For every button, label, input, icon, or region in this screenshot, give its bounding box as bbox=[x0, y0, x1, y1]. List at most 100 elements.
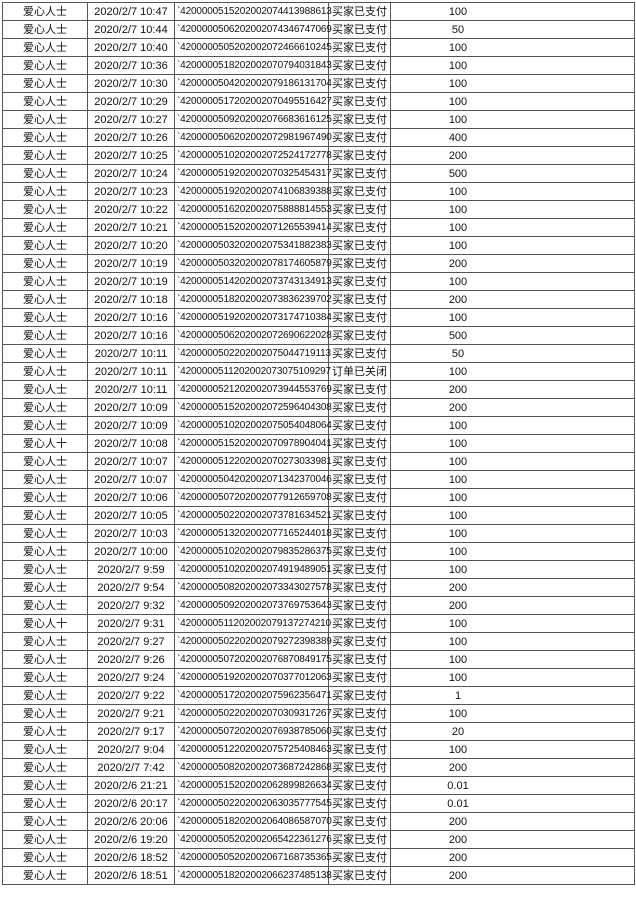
transaction-id-cell: `4200000505202002072466610245 bbox=[174, 38, 332, 57]
donor-name-cell: 爱心人士 bbox=[2, 758, 88, 777]
status-cell: 订单已关闭 bbox=[328, 362, 391, 381]
amount-value: 100 bbox=[448, 653, 468, 666]
amount-value: 100 bbox=[448, 563, 468, 576]
transaction-id-cell: `4200000510202002079835286375 bbox=[174, 542, 332, 561]
table-row: 爱心人士 2020/2/7 10:09 `420000051020200207505… bbox=[2, 416, 635, 435]
time-cell: 2020/2/7 10:05 bbox=[87, 506, 175, 525]
donor-name-cell: 爱心人士 bbox=[2, 722, 88, 741]
table-row: 爱心人士 2020/2/7 9:32 `4200000509202002073769… bbox=[2, 596, 635, 615]
donor-name-cell: 爱心人十 bbox=[2, 434, 88, 453]
amount-cell: 200 bbox=[390, 398, 635, 417]
amount-value: 200 bbox=[448, 257, 468, 270]
transaction-id-cell: `4200000512202002075725408463 bbox=[174, 740, 332, 759]
table-row: 爱心人士 2020/2/7 10:30 `420000050420200207918… bbox=[2, 74, 635, 93]
amount-value: 0.01 bbox=[447, 797, 469, 810]
table-row: 爱心人士 2020/2/7 10:09 `420000051520200207259… bbox=[2, 398, 635, 417]
transaction-id-cell: `4200000515202002074413988613 bbox=[174, 2, 332, 21]
table-row: 爱心人士 2020/2/7 9:24 `4200000519202002070377… bbox=[2, 668, 635, 687]
table-row: 爱心人士 2020/2/7 10:36 `420000051820200207079… bbox=[2, 56, 635, 75]
amount-cell: 100 bbox=[390, 362, 635, 381]
time-cell: 2020/2/7 9:27 bbox=[87, 632, 175, 651]
transaction-id-cell: `4200000519202002074106839388 bbox=[174, 182, 332, 201]
amount-cell: 100 bbox=[390, 470, 635, 489]
time-cell: 2020/2/6 18:51 bbox=[87, 866, 175, 885]
amount-value: 100 bbox=[448, 707, 468, 720]
amount-value: 100 bbox=[448, 59, 468, 72]
donor-name-cell: 爱心人士 bbox=[2, 452, 88, 471]
time-cell: 2020/2/7 10:07 bbox=[87, 470, 175, 489]
table-row: 爱心人士 2020/2/7 10:25 `420000051020200207252… bbox=[2, 146, 635, 165]
table-row: 爱心人士 2020/2/6 20:17 `420000050220200206303… bbox=[2, 794, 635, 813]
amount-value: 200 bbox=[448, 851, 468, 864]
donor-name-cell: 爱心人士 bbox=[2, 38, 88, 57]
time-cell: 2020/2/6 20:06 bbox=[87, 812, 175, 831]
amount-value: 100 bbox=[448, 545, 468, 558]
status-cell: 买家已支付 bbox=[328, 92, 391, 111]
status-cell: 买家已支付 bbox=[328, 20, 391, 39]
time-cell: 2020/2/7 10:27 bbox=[87, 110, 175, 129]
amount-value: 100 bbox=[448, 239, 468, 252]
status-cell: 买家已支付 bbox=[328, 632, 391, 651]
amount-cell: 200 bbox=[390, 380, 635, 399]
amount-cell: 100 bbox=[390, 524, 635, 543]
amount-cell: 100 bbox=[390, 272, 635, 291]
amount-cell: 100 bbox=[390, 74, 635, 93]
table-row: 爱心人士 2020/2/7 10:44 `420000050620200207434… bbox=[2, 20, 635, 39]
time-cell: 2020/2/7 9:24 bbox=[87, 668, 175, 687]
transaction-id-cell: `4200000508202002073687242868 bbox=[174, 758, 332, 777]
donor-name-cell: 爱心人士 bbox=[2, 110, 88, 129]
table-row: 爱心人士 2020/2/7 7:42 `4200000508202002073687… bbox=[2, 758, 635, 777]
donor-name-cell: 爱心人士 bbox=[2, 686, 88, 705]
donor-name-cell: 爱心人士 bbox=[2, 74, 88, 93]
amount-value: 200 bbox=[448, 761, 468, 774]
time-cell: 2020/2/6 19:20 bbox=[87, 830, 175, 849]
time-cell: 2020/2/7 10:22 bbox=[87, 200, 175, 219]
table-row: 爱心人士 2020/2/7 10:00 `420000051020200207983… bbox=[2, 542, 635, 561]
donor-name-cell: 爱心人士 bbox=[2, 308, 88, 327]
transaction-id-cell: `4200000508202002073343027578 bbox=[174, 578, 332, 597]
amount-value: 100 bbox=[448, 113, 468, 126]
time-cell: 2020/2/7 10:09 bbox=[87, 398, 175, 417]
transaction-id-cell: `4200000507202002076870849175 bbox=[174, 650, 332, 669]
time-cell: 2020/2/7 10:40 bbox=[87, 38, 175, 57]
table-row: 爱心人士 2020/2/7 10:18 `420000051820200207383… bbox=[2, 290, 635, 309]
amount-value: 500 bbox=[448, 167, 468, 180]
amount-value: 100 bbox=[448, 185, 468, 198]
status-cell: 买家已支付 bbox=[328, 830, 391, 849]
table-row: 爱心人士 2020/2/7 9:26 `4200000507202002076870… bbox=[2, 650, 635, 669]
status-cell: 买家已支付 bbox=[328, 236, 391, 255]
amount-cell: 100 bbox=[390, 110, 635, 129]
donor-name-cell: 爱心人士 bbox=[2, 398, 88, 417]
amount-value: 100 bbox=[448, 509, 468, 522]
table-row: 爱心人士 2020/2/7 9:54 `4200000508202002073343… bbox=[2, 578, 635, 597]
time-cell: 2020/2/7 9:22 bbox=[87, 686, 175, 705]
transaction-id-cell: `4200000504202002071342370046 bbox=[174, 470, 332, 489]
table-row: 爱心人士 2020/2/6 18:52 `420000050520200206716… bbox=[2, 848, 635, 867]
time-cell: 2020/2/7 10:07 bbox=[87, 452, 175, 471]
status-cell: 买家已支付 bbox=[328, 560, 391, 579]
amount-cell: 100 bbox=[390, 632, 635, 651]
amount-cell: 200 bbox=[390, 290, 635, 309]
amount-value: 100 bbox=[448, 617, 468, 630]
status-cell: 买家已支付 bbox=[328, 740, 391, 759]
table-row: 爱心人士 2020/2/7 9:04 `4200000512202002075725… bbox=[2, 740, 635, 759]
table-row: 爱心人士 2020/2/7 10:07 `420000051220200207027… bbox=[2, 452, 635, 471]
time-cell: 2020/2/7 10:08 bbox=[87, 434, 175, 453]
amount-cell: 100 bbox=[390, 56, 635, 75]
donor-name-cell: 爱心人士 bbox=[2, 560, 88, 579]
transaction-id-cell: `4200000503202002075341882383 bbox=[174, 236, 332, 255]
time-cell: 2020/2/7 10:19 bbox=[87, 254, 175, 273]
transaction-id-cell: `4200000519202002073174710384 bbox=[174, 308, 332, 327]
time-cell: 2020/2/7 10:03 bbox=[87, 524, 175, 543]
status-cell: 买家已支付 bbox=[328, 308, 391, 327]
status-cell: 买家已支付 bbox=[328, 434, 391, 453]
donor-name-cell: 爱心人士 bbox=[2, 146, 88, 165]
donor-name-cell: 爱心人士 bbox=[2, 128, 88, 147]
table-row: 爱心人士 2020/2/7 9:17 `4200000507202002076938… bbox=[2, 722, 635, 741]
transaction-id-cell: `4200000509202002076683616125 bbox=[174, 110, 332, 129]
amount-cell: 100 bbox=[390, 200, 635, 219]
transaction-id-cell: `4200000505202002067168735365 bbox=[174, 848, 332, 867]
amount-cell: 100 bbox=[390, 92, 635, 111]
transaction-id-cell: `4200000516202002075888814553 bbox=[174, 200, 332, 219]
amount-cell: 200 bbox=[390, 866, 635, 885]
